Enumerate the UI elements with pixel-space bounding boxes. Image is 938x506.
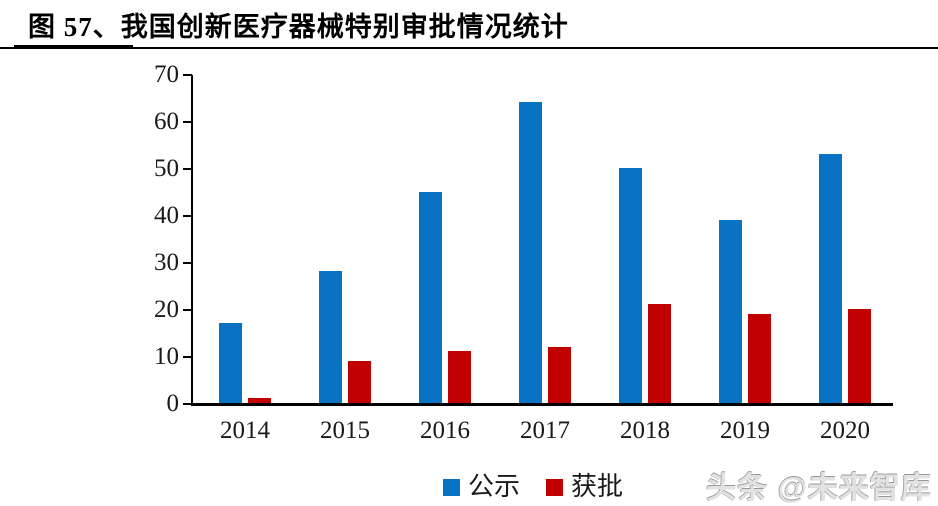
y-axis-tick <box>183 356 192 358</box>
legend: 公示 获批 <box>193 474 873 500</box>
watermark: 头条 @未来智库 <box>706 472 932 505</box>
bar-chart: 0 10 20 30 40 50 60 70 2014 2015 2016 2017 2018 2019… <box>0 55 938 455</box>
y-axis-tick <box>183 74 192 76</box>
x-axis-label: 2014 <box>220 417 270 444</box>
y-axis-tick <box>183 215 192 217</box>
y-axis-tick <box>183 121 192 123</box>
figure-title: 图 57、我国创新医疗器械特别审批情况统计 <box>28 12 569 42</box>
legend-entry-公示: 公示 <box>442 472 520 501</box>
bar-获批-2017 <box>548 346 571 403</box>
bar-公示-2015 <box>319 271 342 403</box>
y-axis-tick <box>183 309 192 311</box>
y-axis-line <box>191 75 193 406</box>
x-axis-label: 2015 <box>320 417 370 444</box>
bar-公示-2016 <box>419 191 442 403</box>
bar-公示-2019 <box>719 219 742 403</box>
x-axis-label: 2017 <box>520 417 570 444</box>
y-axis-tick-label: 50 <box>154 155 179 182</box>
legend-label: 公示 <box>467 472 520 501</box>
y-axis-tick <box>183 262 192 264</box>
y-axis-tick-label: 60 <box>154 108 179 135</box>
x-axis-line <box>191 403 893 406</box>
y-axis-tick <box>183 403 192 405</box>
bar-公示-2018 <box>619 168 642 403</box>
bar-获批-2014 <box>248 398 271 403</box>
bar-公示-2014 <box>219 323 242 403</box>
legend-swatch-icon <box>442 478 460 496</box>
title-rule-thin <box>0 47 938 49</box>
bar-获批-2015 <box>348 360 371 403</box>
legend-swatch-icon <box>546 478 563 496</box>
y-axis-tick-label: 20 <box>154 296 179 323</box>
y-axis-tick-label: 0 <box>166 390 180 417</box>
y-axis-tick <box>183 168 192 170</box>
bar-获批-2016 <box>448 351 471 403</box>
y-axis-tick-label: 10 <box>154 343 179 370</box>
x-axis-label: 2020 <box>820 417 870 444</box>
title-rule-accent <box>14 45 133 49</box>
y-axis-tick-label: 70 <box>154 61 179 88</box>
x-axis-label: 2018 <box>620 417 670 444</box>
bar-公示-2017 <box>519 102 542 403</box>
y-axis-tick-label: 30 <box>154 249 179 276</box>
x-axis-label: 2016 <box>420 417 470 444</box>
x-axis-label: 2019 <box>720 417 770 444</box>
bar-获批-2020 <box>848 309 871 403</box>
y-axis-tick-label: 40 <box>154 202 179 229</box>
bar-获批-2018 <box>648 304 671 403</box>
bar-公示-2020 <box>819 153 842 403</box>
legend-label: 获批 <box>571 472 624 501</box>
legend-entry-获批: 获批 <box>546 474 623 500</box>
bar-获批-2019 <box>748 313 771 403</box>
